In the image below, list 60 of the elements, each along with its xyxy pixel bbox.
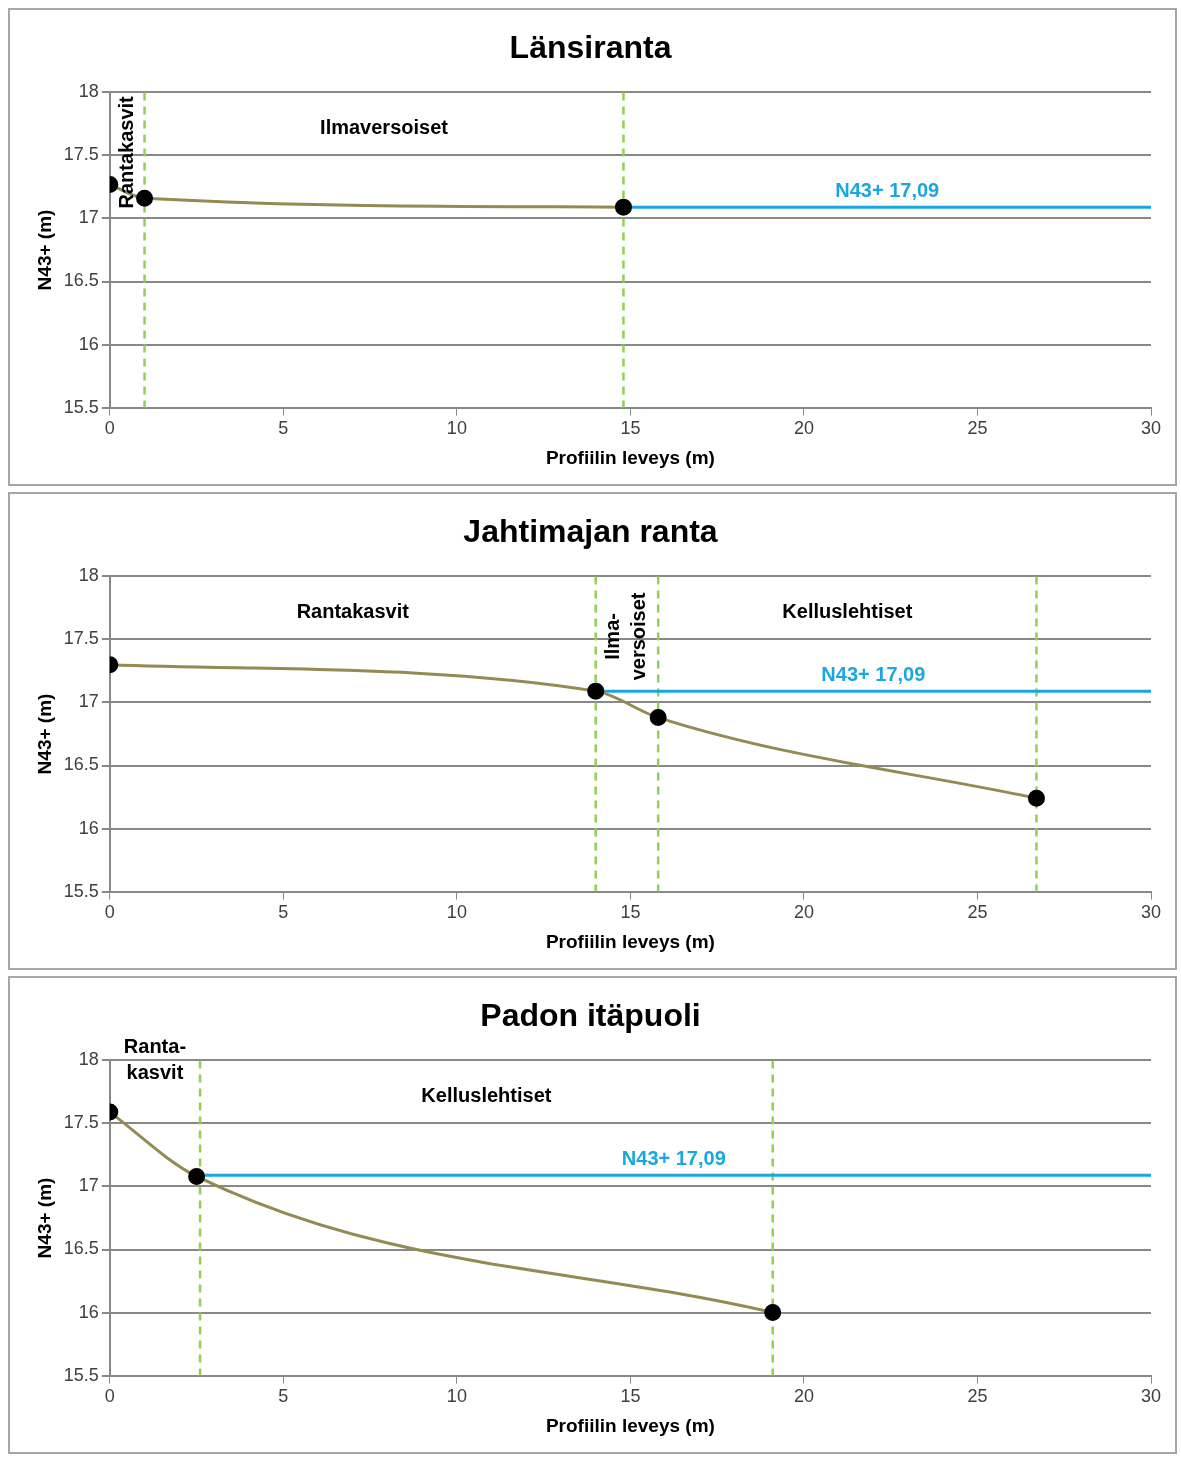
y-tick-label: 17.5	[63, 144, 99, 165]
x-tick-label: 25	[967, 1386, 988, 1407]
x-tick-label: 30	[1140, 902, 1162, 923]
x-tick-label: 30	[1140, 418, 1162, 439]
annotation: Rantakasvit	[114, 95, 137, 209]
x-tick-label: 30	[1140, 1386, 1162, 1407]
y-tick-label: 17	[78, 207, 99, 228]
x-tick-label: 15	[620, 418, 641, 439]
x-tick-label: 25	[967, 418, 988, 439]
x-tick-label: 25	[967, 902, 988, 923]
x-tick-label: 0	[104, 902, 115, 923]
x-tick-label: 0	[104, 1386, 115, 1407]
chart-title: Jahtimajan ranta	[463, 513, 718, 550]
x-tick-label: 10	[446, 418, 467, 439]
x-axis-title: Profiilin leveys (m)	[545, 930, 715, 952]
y-axis-title: N43+ (m)	[33, 1177, 55, 1259]
series-label: N43+ 17,09	[835, 178, 940, 201]
x-tick-label: 5	[278, 1386, 289, 1407]
x-tick-label: 5	[278, 418, 289, 439]
y-tick-label: 16	[78, 333, 99, 354]
x-tick-label: 20	[793, 1386, 814, 1407]
y-axis-title: N43+ (m)	[33, 209, 55, 291]
x-tick-label: 20	[793, 418, 814, 439]
x-tick-label: 10	[446, 902, 467, 923]
y-tick-label: 15.5	[63, 1364, 99, 1385]
x-tick-label: 5	[278, 902, 289, 923]
y-tick-label: 18	[78, 565, 99, 586]
y-tick-label: 17	[78, 691, 99, 712]
annotation: Kelluslehtiset	[782, 599, 913, 622]
annotation: Ilmaversoiset	[320, 115, 449, 138]
y-tick-label: 16	[78, 817, 99, 838]
y-tick-label: 17.5	[63, 1112, 99, 1133]
point	[649, 709, 667, 727]
annotation: Rantakasvit	[296, 599, 410, 622]
y-tick-label: 16.5	[63, 270, 99, 291]
x-axis-title: Profiilin leveys (m)	[545, 1414, 715, 1436]
y-tick-label: 16.5	[63, 1238, 99, 1259]
y-tick-label: 18	[78, 1049, 99, 1070]
y-tick-label: 17	[78, 1175, 99, 1196]
chart-title: Länsiranta	[509, 29, 672, 66]
series-label: N43+ 17,09	[821, 662, 926, 685]
x-tick-label: 20	[793, 902, 814, 923]
chart-title: Padon itäpuoli	[480, 997, 701, 1034]
x-tick-label: 10	[446, 1386, 467, 1407]
y-tick-label: 17.5	[63, 628, 99, 649]
annotation: Kelluslehtiset	[421, 1083, 552, 1106]
y-tick-label: 15.5	[63, 396, 99, 417]
annotation: Ilma- versoiset	[601, 592, 650, 681]
y-tick-label: 16.5	[63, 754, 99, 775]
y-tick-label: 15.5	[63, 880, 99, 901]
y-axis-title: N43+ (m)	[33, 693, 55, 775]
annotation: Ranta- kasvit	[123, 1034, 187, 1083]
x-tick-label: 15	[620, 1386, 641, 1407]
y-tick-label: 16	[78, 1301, 99, 1322]
x-axis-title: Profiilin leveys (m)	[545, 446, 715, 468]
x-tick-label: 0	[104, 418, 115, 439]
series-label: N43+ 17,09	[621, 1146, 726, 1169]
y-tick-label: 18	[78, 81, 99, 102]
x-tick-label: 15	[620, 902, 641, 923]
point	[587, 682, 605, 700]
